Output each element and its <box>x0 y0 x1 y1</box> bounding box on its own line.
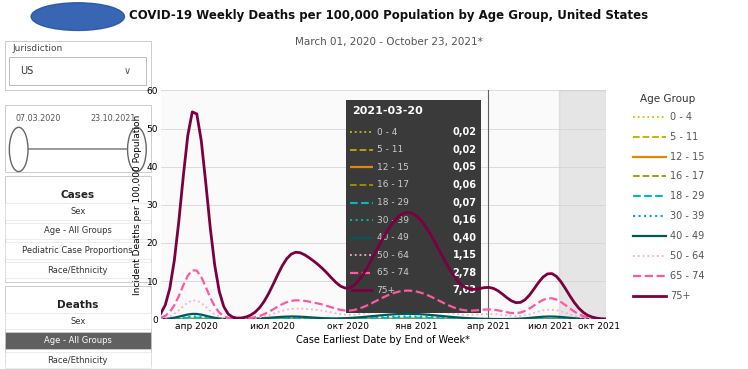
Text: Deaths: Deaths <box>57 300 99 310</box>
Text: 0 - 4: 0 - 4 <box>670 112 693 122</box>
Text: 0,06: 0,06 <box>453 180 476 190</box>
Text: Race/Ethnicity: Race/Ethnicity <box>48 356 108 365</box>
Text: 0,05: 0,05 <box>453 162 476 172</box>
FancyBboxPatch shape <box>4 223 151 239</box>
Text: 18 - 29: 18 - 29 <box>377 198 408 207</box>
Text: Sex: Sex <box>70 207 85 216</box>
Text: 40 - 49: 40 - 49 <box>377 233 408 242</box>
Text: 12 - 15: 12 - 15 <box>377 163 408 172</box>
Text: 12 - 15: 12 - 15 <box>670 152 705 162</box>
FancyBboxPatch shape <box>4 286 151 365</box>
Circle shape <box>9 127 28 172</box>
Text: Cases: Cases <box>61 190 95 200</box>
Text: COVID-19 Weekly Deaths per 100,000 Population by Age Group, United States: COVID-19 Weekly Deaths per 100,000 Popul… <box>129 9 649 22</box>
Ellipse shape <box>31 3 124 31</box>
FancyBboxPatch shape <box>4 262 151 278</box>
Text: 16 - 17: 16 - 17 <box>670 172 705 182</box>
Text: Age Group: Age Group <box>640 94 695 104</box>
Text: 75+: 75+ <box>670 291 691 301</box>
FancyBboxPatch shape <box>346 100 481 313</box>
Text: Age - All Groups: Age - All Groups <box>44 227 111 235</box>
Text: 50 - 64: 50 - 64 <box>670 251 705 261</box>
Text: 65 - 74: 65 - 74 <box>670 271 705 281</box>
Text: 40 - 49: 40 - 49 <box>670 231 705 241</box>
Text: 0,07: 0,07 <box>453 197 476 207</box>
FancyBboxPatch shape <box>4 41 151 90</box>
Text: 2,78: 2,78 <box>453 268 476 277</box>
Text: Age - All Groups: Age - All Groups <box>44 336 111 345</box>
X-axis label: Case Earliest Date by End of Week*: Case Earliest Date by End of Week* <box>296 335 470 345</box>
Text: US: US <box>20 66 34 76</box>
Text: 30 - 39: 30 - 39 <box>670 211 705 221</box>
Text: March 01, 2020 - October 23, 2021*: March 01, 2020 - October 23, 2021* <box>295 37 483 47</box>
Y-axis label: Incident Deaths per 100,000 Population: Incident Deaths per 100,000 Population <box>133 115 142 295</box>
Text: Race/Ethnicity: Race/Ethnicity <box>48 266 108 275</box>
Circle shape <box>128 127 147 172</box>
Text: 0,40: 0,40 <box>453 232 476 242</box>
FancyBboxPatch shape <box>4 313 151 329</box>
Text: 50 - 64: 50 - 64 <box>377 251 408 260</box>
Text: 0 - 4: 0 - 4 <box>377 128 397 137</box>
Text: 0,02: 0,02 <box>453 127 476 137</box>
Text: 5 - 11: 5 - 11 <box>670 132 699 142</box>
Text: 7,63: 7,63 <box>453 285 476 295</box>
Text: 65 - 74: 65 - 74 <box>377 268 408 277</box>
Text: 0,02: 0,02 <box>453 145 476 155</box>
Text: 18 - 29: 18 - 29 <box>670 192 705 201</box>
Text: 16 - 17: 16 - 17 <box>377 180 408 189</box>
Text: Sex: Sex <box>70 317 85 325</box>
Text: 1,15: 1,15 <box>453 250 476 260</box>
Text: 5 - 11: 5 - 11 <box>377 145 403 154</box>
FancyBboxPatch shape <box>4 242 151 259</box>
FancyBboxPatch shape <box>4 176 151 282</box>
Text: 0,16: 0,16 <box>453 215 476 225</box>
Text: 75+: 75+ <box>377 286 396 295</box>
Text: Pediatric Case Proportions: Pediatric Case Proportions <box>22 246 133 255</box>
FancyBboxPatch shape <box>4 105 151 172</box>
Text: ∨: ∨ <box>124 66 131 76</box>
FancyBboxPatch shape <box>9 57 147 85</box>
FancyBboxPatch shape <box>4 352 151 368</box>
Text: Jurisdiction: Jurisdiction <box>13 44 63 53</box>
Text: 07.03.2020: 07.03.2020 <box>16 114 61 123</box>
Bar <box>560 90 606 319</box>
Text: CDC: CDC <box>695 30 723 44</box>
Text: 23.10.2021: 23.10.2021 <box>91 114 135 123</box>
FancyBboxPatch shape <box>4 332 151 349</box>
Text: 2021-03-20: 2021-03-20 <box>352 106 423 115</box>
FancyBboxPatch shape <box>4 203 151 220</box>
Text: 30 - 39: 30 - 39 <box>377 215 408 225</box>
